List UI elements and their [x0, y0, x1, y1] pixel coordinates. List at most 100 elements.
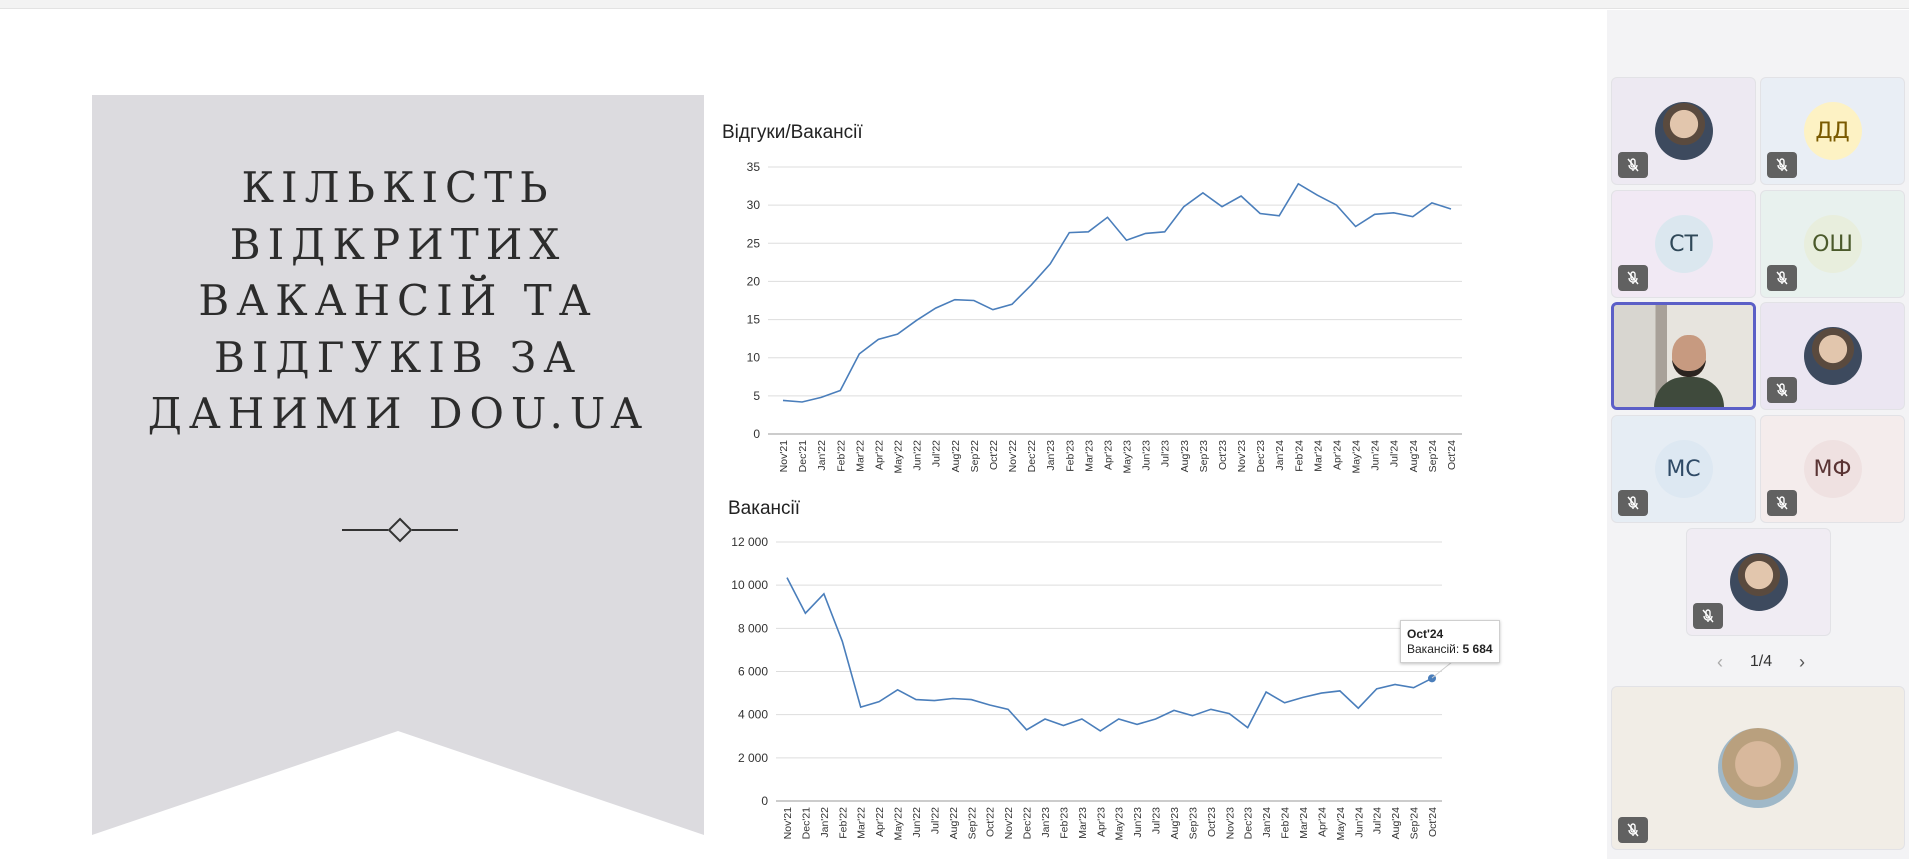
data-point[interactable] [821, 591, 826, 596]
x-tick-label: May'24 [1335, 807, 1347, 841]
participant-initials-avatar: СТ [1654, 215, 1713, 273]
x-tick-label: Jun'24 [1370, 440, 1382, 471]
data-point[interactable] [1301, 695, 1306, 700]
data-point[interactable] [1079, 716, 1084, 721]
data-point[interactable] [1098, 728, 1103, 733]
data-point[interactable] [969, 697, 974, 702]
x-tick-label: May'23 [1114, 807, 1126, 841]
data-point[interactable] [1208, 707, 1213, 712]
data-point[interactable] [1116, 716, 1121, 721]
data-point[interactable] [1006, 707, 1011, 712]
data-point[interactable] [1337, 688, 1342, 693]
mic-off-icon [1618, 152, 1648, 178]
mic-off-icon [1693, 603, 1723, 629]
self-photo-avatar [1718, 728, 1798, 808]
pager-next-button[interactable]: › [1799, 651, 1805, 672]
x-tick-label: Apr'22 [874, 807, 886, 837]
x-tick-label: Apr'23 [1095, 807, 1107, 837]
data-point[interactable] [987, 702, 992, 707]
participant-tile[interactable] [1760, 302, 1905, 410]
y-tick-label: 15 [747, 313, 761, 327]
data-point[interactable] [1153, 716, 1158, 721]
x-tick-label: Mar'22 [854, 440, 866, 472]
data-point[interactable] [1245, 725, 1250, 730]
diamond-divider [340, 515, 460, 550]
participant-face [1672, 335, 1706, 377]
x-tick-label: Aug'23 [1169, 807, 1181, 840]
mic-off-icon [1618, 265, 1648, 291]
data-point[interactable] [1135, 722, 1140, 727]
data-point[interactable] [785, 575, 790, 580]
x-tick-label: Jun'24 [1353, 807, 1365, 838]
x-tick-label: Jan'23 [1045, 440, 1057, 471]
x-tick-label: May'24 [1351, 440, 1363, 474]
x-tick-label: Oct'23 [1206, 807, 1218, 837]
x-tick-label: Aug'22 [948, 807, 960, 840]
mic-off-icon [1767, 377, 1797, 403]
data-point[interactable] [858, 705, 863, 710]
mic-off-icon [1618, 490, 1648, 516]
data-point[interactable] [1319, 691, 1324, 696]
participant-photo-avatar [1729, 553, 1788, 611]
data-point[interactable] [877, 699, 882, 704]
data-point[interactable] [840, 639, 845, 644]
participant-tile[interactable]: МФ [1760, 415, 1905, 523]
participant-tile[interactable]: ДД [1760, 77, 1905, 185]
data-point[interactable] [1024, 727, 1029, 732]
data-point[interactable] [1282, 700, 1287, 705]
pager-prev-button[interactable]: ‹ [1717, 651, 1723, 672]
y-tick-label: 35 [747, 160, 761, 174]
data-point[interactable] [1190, 713, 1195, 718]
x-tick-label: Nov'23 [1236, 440, 1248, 473]
data-point[interactable] [1227, 711, 1232, 716]
x-tick-label: Jan'22 [819, 807, 831, 838]
tooltip-label: Oct'24 [1407, 627, 1444, 641]
series-line [782, 182, 1452, 403]
participant-tile[interactable] [1611, 77, 1756, 185]
data-point[interactable] [1411, 685, 1416, 690]
data-point[interactable] [1393, 682, 1398, 687]
participant-initials-avatar: МС [1654, 440, 1713, 498]
data-point[interactable] [1061, 723, 1066, 728]
data-point[interactable] [895, 687, 900, 692]
y-tick-label: 12 000 [731, 535, 768, 549]
data-point[interactable] [1356, 706, 1361, 711]
top-bar [0, 0, 1909, 9]
data-point[interactable] [803, 611, 808, 616]
data-point[interactable] [932, 698, 937, 703]
chart-title-responses: Відгуки/Вакансії [722, 122, 863, 143]
data-point[interactable] [1172, 708, 1177, 713]
x-tick-label: Dec'21 [797, 440, 809, 473]
x-tick-label: Feb'24 [1293, 440, 1305, 472]
x-tick-label: Apr'23 [1102, 440, 1114, 470]
y-tick-label: 0 [761, 794, 768, 808]
y-tick-label: 6 000 [738, 665, 768, 679]
participant-tile[interactable]: СТ [1611, 190, 1756, 298]
x-tick-label: Feb'24 [1280, 807, 1292, 839]
x-tick-label: Jun'23 [1132, 807, 1144, 838]
data-point[interactable] [1374, 686, 1379, 691]
tooltip-value: 5 684 [1462, 642, 1493, 656]
data-point[interactable] [1043, 716, 1048, 721]
x-tick-label: Feb'23 [1064, 440, 1076, 472]
data-point[interactable] [914, 697, 919, 702]
x-tick-label: Oct'22 [985, 807, 997, 837]
x-tick-label: Jun'23 [1141, 440, 1153, 471]
x-tick-label: Nov'22 [1007, 440, 1019, 473]
x-tick-label: Jul'24 [1372, 807, 1384, 834]
participant-photo-avatar [1803, 327, 1862, 385]
data-point[interactable] [950, 696, 955, 701]
y-tick-label: 30 [747, 198, 761, 212]
x-tick-label: Jul'22 [931, 440, 943, 467]
participant-tile[interactable] [1611, 302, 1756, 410]
x-tick-label: Sep'24 [1427, 440, 1439, 473]
slide-title-line: ДАНИМИ DOU.UA [147, 389, 649, 438]
participant-tile[interactable] [1686, 528, 1831, 636]
y-tick-label: 5 [753, 389, 760, 403]
self-view-tile[interactable] [1611, 686, 1905, 850]
data-point[interactable] [1264, 690, 1269, 695]
x-tick-label: Oct'22 [988, 440, 1000, 470]
x-tick-label: Dec'23 [1255, 440, 1267, 473]
participant-tile[interactable]: ОШ [1760, 190, 1905, 298]
participant-tile[interactable]: МС [1611, 415, 1756, 523]
